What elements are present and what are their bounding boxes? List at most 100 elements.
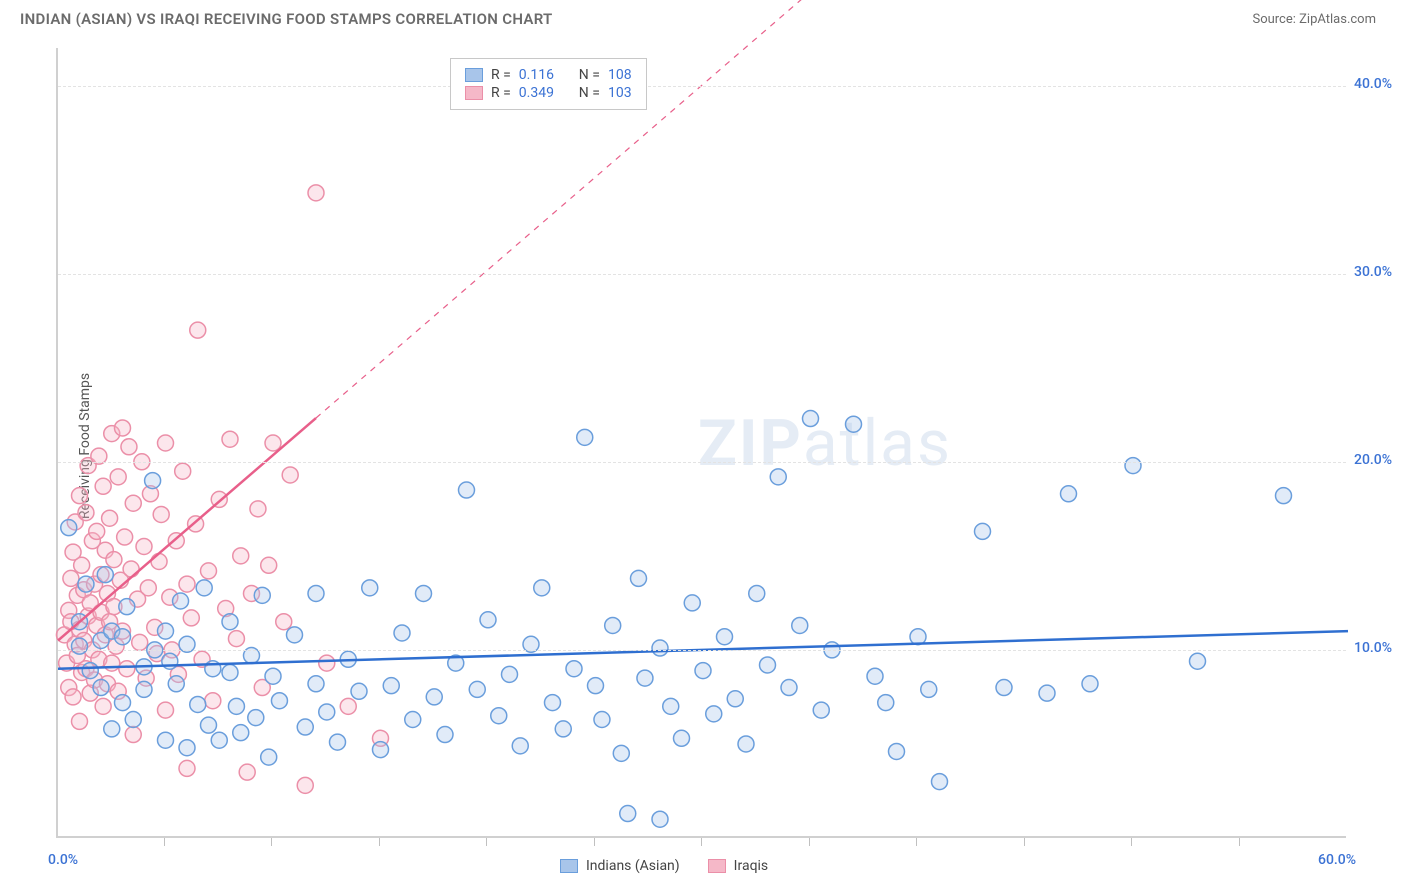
legend-swatch [560, 859, 578, 873]
chart-title: INDIAN (ASIAN) VS IRAQI RECEIVING FOOD S… [20, 10, 553, 28]
data-point [383, 678, 399, 694]
data-point [717, 629, 733, 645]
r-label: R = [491, 67, 511, 83]
data-point [889, 743, 905, 759]
legend-stat-row: R =0.349N =103 [465, 85, 632, 101]
y-tick-label: 20.0% [1354, 452, 1392, 468]
data-point [97, 567, 113, 583]
data-point [577, 429, 593, 445]
legend-stats: R =0.116N =108R =0.349N =103 [450, 58, 647, 110]
data-point [394, 625, 410, 641]
data-point [201, 717, 217, 733]
data-point [555, 721, 571, 737]
data-point [340, 698, 356, 714]
gridline [58, 274, 1346, 275]
data-point [95, 478, 111, 494]
data-point [975, 523, 991, 539]
data-point [158, 732, 174, 748]
data-point [261, 749, 277, 765]
data-point [308, 585, 324, 601]
data-point [695, 663, 711, 679]
data-point [254, 587, 270, 603]
data-point [145, 473, 161, 489]
data-point [239, 764, 255, 780]
legend-label: Iraqis [734, 858, 768, 874]
data-point [183, 610, 199, 626]
data-point [119, 661, 135, 677]
data-point [426, 689, 442, 705]
data-point [168, 676, 184, 692]
data-point [248, 710, 264, 726]
data-point [921, 681, 937, 697]
data-point [373, 742, 389, 758]
data-point [82, 663, 98, 679]
data-point [846, 416, 862, 432]
data-point [932, 774, 948, 790]
data-point [104, 721, 120, 737]
data-point [605, 617, 621, 633]
x-tick-mark [486, 838, 487, 846]
data-point [158, 623, 174, 639]
x-tick-mark [164, 838, 165, 846]
data-point [620, 806, 636, 822]
data-point [132, 634, 148, 650]
data-point [566, 661, 582, 677]
data-point [136, 681, 152, 697]
data-point [72, 638, 88, 654]
legend-series: Indians (Asian) Iraqis [560, 858, 768, 874]
data-point [117, 529, 133, 545]
data-point [405, 712, 421, 728]
data-point [125, 712, 141, 728]
data-point [78, 576, 94, 592]
legend-label: Indians (Asian) [586, 858, 680, 874]
gridline [58, 86, 1346, 87]
data-point [72, 713, 88, 729]
data-point [878, 695, 894, 711]
n-value: 103 [608, 85, 632, 101]
legend-item: Indians (Asian) [560, 858, 680, 874]
data-point [749, 585, 765, 601]
data-point [738, 736, 754, 752]
legend-item: Iraqis [708, 858, 768, 874]
data-point [106, 552, 122, 568]
data-point [123, 561, 139, 577]
data-point [151, 554, 167, 570]
data-point [61, 520, 77, 536]
data-point [996, 680, 1012, 696]
data-point [491, 708, 507, 724]
data-point [637, 670, 653, 686]
data-point [684, 595, 700, 611]
data-point [1125, 458, 1141, 474]
data-point [119, 599, 135, 615]
data-point [233, 548, 249, 564]
data-point [706, 706, 722, 722]
data-point [545, 695, 561, 711]
data-point [308, 185, 324, 201]
data-point [110, 469, 126, 485]
data-point [190, 322, 206, 338]
data-point [89, 523, 105, 539]
data-point [175, 463, 191, 479]
data-point [781, 680, 797, 696]
data-point [102, 510, 118, 526]
data-point [250, 501, 266, 517]
data-point [228, 631, 244, 647]
x-tick-mark [701, 838, 702, 846]
n-value: 108 [608, 67, 632, 83]
x-tick-label: 60.0% [1318, 852, 1356, 868]
chart-area: ZIPatlas [56, 48, 1346, 838]
data-point [760, 657, 776, 673]
data-point [95, 698, 111, 714]
data-point [594, 712, 610, 728]
data-point [265, 668, 281, 684]
x-tick-mark [1239, 838, 1240, 846]
data-point [813, 702, 829, 718]
data-point [201, 563, 217, 579]
data-point [652, 640, 668, 656]
legend-swatch [465, 68, 483, 82]
data-point [228, 698, 244, 714]
data-point [1190, 653, 1206, 669]
data-point [115, 629, 131, 645]
r-value: 0.349 [519, 85, 571, 101]
data-point [222, 614, 238, 630]
